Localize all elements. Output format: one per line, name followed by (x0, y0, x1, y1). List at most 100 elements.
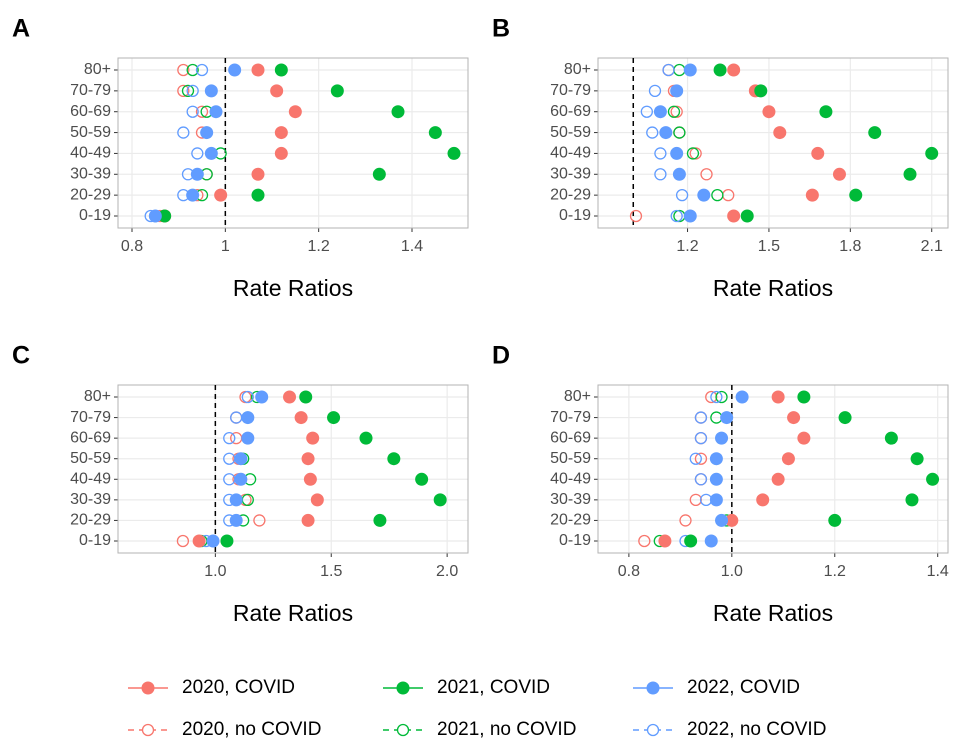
plot-area (117, 57, 469, 229)
data-point (670, 209, 683, 223)
data-point (301, 452, 315, 466)
data-point (223, 431, 236, 445)
data-point (679, 514, 692, 527)
plot-border (597, 384, 949, 554)
data-point (638, 534, 651, 548)
data-point (310, 493, 324, 507)
data-point (640, 105, 653, 118)
data-point (670, 146, 684, 160)
x-tick-label: 1.8 (839, 238, 861, 255)
data-point (694, 473, 708, 486)
y-tick-label: 20-29 (70, 512, 111, 529)
x-tick-label: 1.2 (824, 563, 846, 580)
data-point (629, 209, 643, 223)
data-point (270, 84, 284, 98)
y-tick-label: 20-29 (70, 186, 111, 203)
data-point (192, 534, 206, 548)
panel-label: C (12, 342, 30, 370)
data-point (811, 146, 825, 160)
data-point (773, 126, 787, 140)
data-point (838, 411, 852, 425)
data-point (694, 411, 708, 424)
legend-label: 2021, no COVID (437, 719, 576, 740)
data-point (715, 431, 729, 445)
x-tick-label: 1.2 (308, 238, 330, 255)
data-point (683, 63, 697, 77)
data-point (387, 452, 401, 466)
data-point (158, 209, 172, 223)
y-tick-label: 70-79 (550, 82, 591, 99)
legend-label: 2022, COVID (687, 677, 800, 698)
panel-label: A (12, 15, 30, 43)
data-point (186, 188, 200, 202)
data-point (251, 63, 265, 77)
data-point (195, 63, 209, 77)
legend-label: 2022, no COVID (687, 719, 826, 740)
data-point (754, 84, 768, 98)
legend-marker (141, 723, 155, 737)
data-point (828, 513, 842, 527)
data-point (177, 84, 190, 98)
data-point (220, 534, 234, 548)
data-point (288, 105, 302, 119)
data-point (251, 167, 265, 181)
data-point (756, 493, 770, 507)
y-tick-label: 70-79 (550, 409, 591, 426)
y-tick-label: 0-19 (79, 532, 111, 549)
x-tick-label: 0.8 (121, 238, 143, 255)
x-tick-label: 1.5 (758, 238, 780, 255)
legend-marker (141, 681, 155, 695)
data-point (177, 63, 190, 77)
data-point (659, 126, 673, 140)
data-point (181, 84, 195, 98)
data-point (662, 63, 675, 77)
data-point (689, 452, 702, 465)
data-point (672, 167, 686, 181)
data-point (327, 411, 341, 425)
x-tick-label: 1.4 (927, 563, 949, 580)
data-point (148, 209, 162, 223)
data-point (274, 146, 288, 160)
y-tick-label: 50-59 (70, 124, 111, 141)
x-tick-label: 1.4 (401, 238, 423, 255)
y-tick-label: 70-79 (70, 82, 111, 99)
data-point (727, 63, 741, 77)
data-point (186, 105, 199, 118)
data-point (819, 105, 833, 119)
x-tick-label: 1.5 (320, 563, 342, 580)
data-point (787, 411, 801, 425)
data-point (301, 513, 315, 527)
y-tick-label: 50-59 (550, 450, 591, 467)
y-tick-label: 0-19 (79, 207, 111, 224)
legend-marker (646, 681, 660, 695)
legend-marker (396, 681, 410, 695)
x-axis-title: Rate Ratios (233, 275, 353, 301)
data-point (713, 63, 727, 77)
data-point (710, 390, 723, 404)
data-point (372, 167, 386, 181)
legend-marker (646, 723, 660, 737)
data-point (447, 146, 461, 160)
y-tick-label: 40-49 (550, 145, 591, 162)
x-tick-label: 2.1 (921, 238, 943, 255)
data-point (191, 147, 204, 160)
data-point (204, 146, 218, 160)
data-point (303, 472, 317, 486)
y-tick-label: 30-39 (550, 166, 591, 183)
data-point (253, 514, 266, 527)
data-point (797, 390, 811, 404)
y-tick-label: 40-49 (70, 145, 111, 162)
data-point (176, 534, 190, 548)
data-point (654, 168, 667, 181)
data-point (735, 390, 749, 404)
y-tick-label: 80+ (564, 61, 591, 78)
plot-border (117, 57, 469, 229)
y-tick-label: 20-29 (550, 512, 591, 529)
data-point (697, 188, 711, 202)
data-point (241, 390, 254, 404)
data-point (725, 513, 739, 527)
data-point (359, 431, 373, 445)
x-axis-title: Rate Ratios (713, 275, 833, 301)
x-tick-label: 1.2 (676, 238, 698, 255)
data-point (255, 390, 269, 404)
